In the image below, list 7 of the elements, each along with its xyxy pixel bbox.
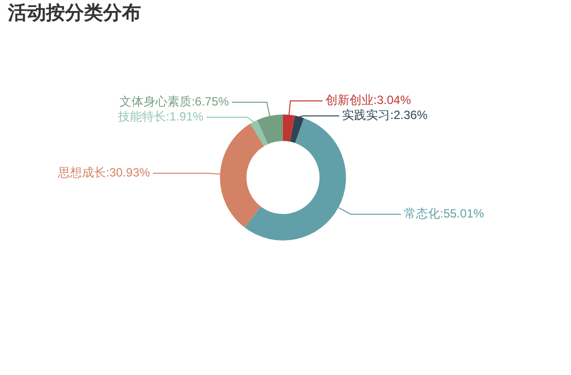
slice-label: 技能特长:1.91%: [117, 110, 204, 124]
slice-label: 实践实习:2.36%: [342, 108, 428, 122]
slice-label: 常态化:55.01%: [404, 206, 484, 221]
chart-title: 活动按分类分布: [8, 2, 141, 26]
slice-label: 文体身心素质:6.75%: [120, 94, 230, 109]
slice-label: 思想成长:30.93%: [57, 166, 150, 180]
slice-label: 创新创业:3.04%: [326, 93, 412, 108]
